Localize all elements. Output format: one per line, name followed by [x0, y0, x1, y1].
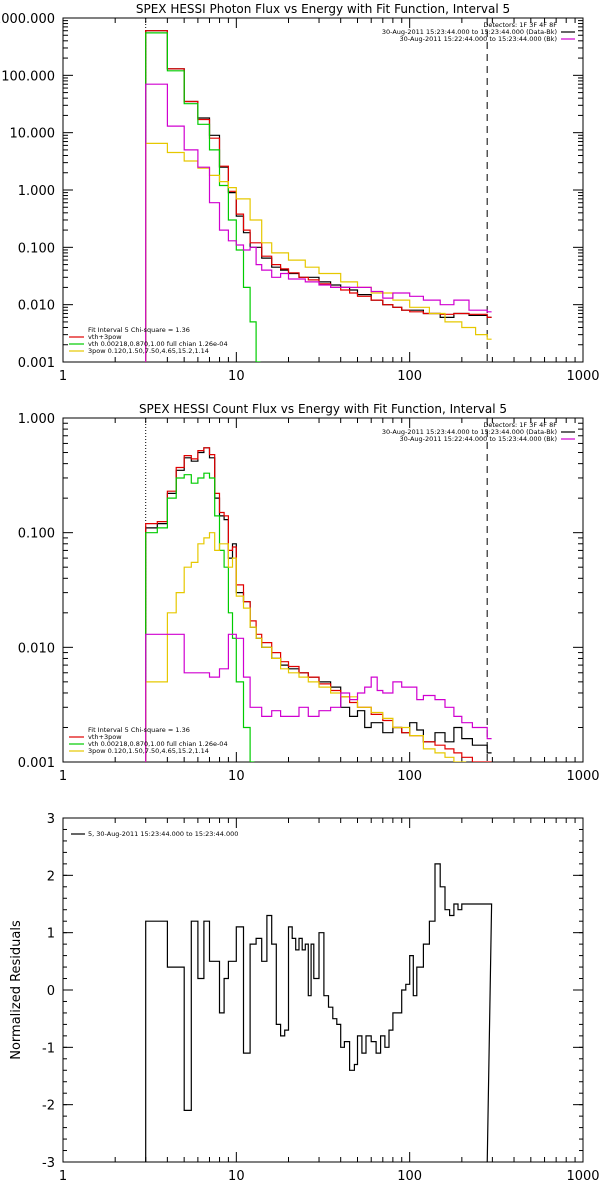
plot-frame	[62, 17, 584, 363]
series-line-0	[145, 863, 493, 1162]
photon-flux-panel: SPEX HESSI Photon Flux vs Energy with Fi…	[0, 2, 600, 384]
y-tick-label: 10.000	[10, 127, 56, 142]
x-tick-label: 10	[228, 769, 245, 784]
series-line-1	[145, 30, 492, 362]
y-tick-label: 1.000	[18, 412, 55, 427]
y-tick-label: 0.001	[18, 756, 55, 771]
series-line-2	[145, 472, 255, 762]
x-tick-label: 100	[397, 1169, 422, 1184]
y-tick-label: -1	[42, 1041, 55, 1056]
y-tick-label: 3	[47, 812, 55, 827]
x-tick-label: 1	[59, 1169, 67, 1184]
chart-title: SPEX HESSI Photon Flux vs Energy with Fi…	[136, 2, 510, 16]
legend-top-right-text: Detectors: 1F 3F 4F 8F	[483, 21, 557, 29]
legend-bottom-left-text: Fit Interval 5 Chi-square = 1.36	[88, 326, 190, 334]
y-tick-label: 1	[47, 927, 55, 942]
x-tick-label: 1	[59, 369, 67, 384]
x-tick-label: 100	[397, 369, 422, 384]
legend-bottom-left-text: vth 0.00218,0.870,1.00 full chian 1.26e-…	[88, 340, 228, 348]
y-tick-label: 0.100	[18, 241, 55, 256]
series-line-4	[145, 633, 492, 762]
legend-top-right-text: 30-Aug-2011 15:23:44.000 to 15:23:44.000…	[382, 428, 557, 436]
legend-top-right-text: 30-Aug-2011 15:22:44.000 to 15:23:44.000…	[400, 35, 557, 43]
series-line-3	[145, 532, 467, 762]
y-axis-label: Normalized Residuals	[9, 920, 24, 1060]
plot-frame	[62, 817, 584, 1163]
x-tick-label: 10	[228, 1169, 245, 1184]
plot-frame	[62, 417, 584, 763]
y-tick-label: 0.001	[18, 356, 55, 371]
x-tick-label: 1000	[566, 769, 599, 784]
y-tick-label: 2	[47, 869, 55, 884]
y-tick-label: 100.000	[1, 69, 55, 84]
count-flux-panel: SPEX HESSI Count Flux vs Energy with Fit…	[18, 402, 600, 784]
legend-bottom-left-text: vth 0.00218,0.870,1.00 full chian 1.26e-…	[88, 740, 228, 748]
y-tick-label: 0	[47, 984, 55, 999]
legend-bottom-left-text: vth+3pow	[88, 733, 122, 741]
legend-text: 5, 30-Aug-2011 15:23:44.000 to 15:23:44.…	[88, 830, 238, 838]
legend-bottom-left-text: Fit Interval 5 Chi-square = 1.36	[88, 726, 190, 734]
x-tick-label: 10	[228, 369, 245, 384]
plot-area	[145, 18, 492, 362]
series-line-0	[145, 30, 492, 362]
x-tick-label: 1	[59, 769, 67, 784]
x-tick-label: 100	[397, 769, 422, 784]
x-tick-label: 1000	[566, 1169, 599, 1184]
y-tick-label: 0.010	[18, 641, 55, 656]
series-line-2	[145, 32, 261, 362]
residuals-panel: 1 10 100 1000 -3 -2 -1 0 1 2 3 Normalized Residuals…	[9, 812, 600, 1184]
x-tick-label: 1000	[566, 369, 599, 384]
y-tick-label: 0.100	[18, 527, 55, 542]
legend-top-right-text: 30-Aug-2011 15:22:44.000 to 15:23:44.000…	[400, 435, 557, 443]
plot-area	[145, 863, 493, 1162]
legend-top-right-text: 30-Aug-2011 15:23:44.000 to 15:23:44.000…	[382, 28, 557, 36]
legend-bottom-left-text: 3pow 0.120,1.50,7.50,4.65,15.2,1.14	[88, 747, 209, 755]
legend-bottom-left-text: 3pow 0.120,1.50,7.50,4.65,15.2,1.14	[88, 347, 209, 355]
y-tick-label: -2	[42, 1099, 55, 1114]
y-tick-label: 0.010	[18, 299, 55, 314]
y-tick-label: -3	[42, 1156, 55, 1171]
legend-bottom-left-text: vth+3pow	[88, 333, 122, 341]
plot-area	[145, 418, 492, 762]
chart-title: SPEX HESSI Count Flux vs Energy with Fit…	[139, 402, 507, 416]
legend-top-right-text: Detectors: 1F 3F 4F 8F	[483, 421, 557, 429]
y-tick-label: 1.000	[18, 184, 55, 199]
series-line-4	[145, 83, 492, 362]
y-tick-label: 1000.000	[0, 12, 55, 27]
